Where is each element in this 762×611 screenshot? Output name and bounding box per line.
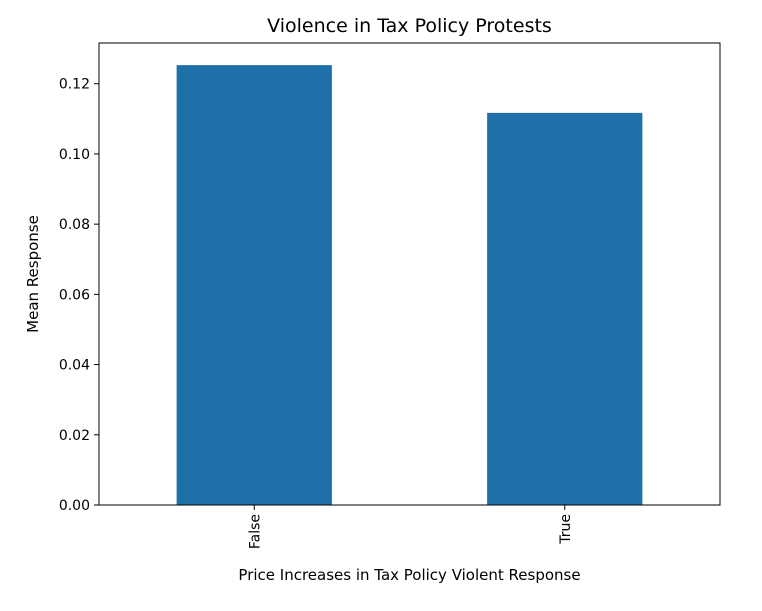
y-tick-label: 0.12: [59, 77, 90, 93]
y-axis-label: Mean Response: [24, 215, 42, 333]
x-tick-label-false: False: [247, 514, 263, 549]
y-tick-label: 0.00: [59, 498, 90, 514]
y-tick-label: 0.06: [59, 287, 90, 303]
bar-true: [487, 112, 643, 506]
bar-false: [176, 65, 332, 506]
x-tick-label-true: True: [558, 514, 574, 545]
y-tick-label: 0.02: [59, 428, 90, 444]
y-tick-label: 0.08: [59, 217, 90, 233]
x-axis-label: Price Increases in Tax Policy Violent Re…: [238, 566, 580, 584]
y-tick-label: 0.10: [59, 147, 90, 163]
y-tick-label: 0.04: [59, 358, 90, 374]
plot-area: 0.00 0.02 0.04 0.06 0.08 0.10 0.12 False True: [59, 42, 721, 549]
plot-frame: [98, 42, 721, 506]
chart-title: Violence in Tax Policy Protests: [267, 15, 552, 37]
